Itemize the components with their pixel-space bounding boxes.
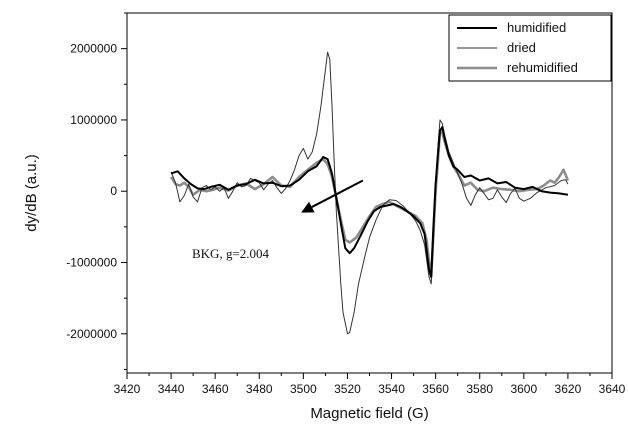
annotation: BKG, g=2.004 xyxy=(192,179,364,261)
y-tick-label: 2000000 xyxy=(70,42,117,56)
y-tick-label: 0 xyxy=(110,184,117,198)
x-tick-label: 3620 xyxy=(555,382,582,396)
y-tick-label: -2000000 xyxy=(66,327,117,341)
x-tick-label: 3520 xyxy=(334,382,361,396)
x-tick-label: 3420 xyxy=(114,382,141,396)
legend-label: rehumidified xyxy=(507,60,578,75)
legend: humidified dried rehumidified xyxy=(448,14,612,82)
series-line-dried xyxy=(170,51,569,335)
y-axis-ticks: -2000000 -1000000 0 1000000 2000000 xyxy=(66,12,127,370)
x-tick-label: 3500 xyxy=(290,382,317,396)
legend-label: dried xyxy=(507,40,536,55)
x-tick-label: 3540 xyxy=(378,382,405,396)
annotation-arrow-head xyxy=(301,201,315,213)
series-line-humidified xyxy=(170,126,569,278)
y-tick-label: 1000000 xyxy=(70,113,117,127)
y-tick-label: -1000000 xyxy=(66,256,117,270)
x-tick-label: 3640 xyxy=(599,382,626,396)
x-tick-label: 3580 xyxy=(466,382,493,396)
annotation-label: BKG, g=2.004 xyxy=(192,246,270,261)
x-tick-label: 3440 xyxy=(158,382,185,396)
x-tick-label: 3480 xyxy=(246,382,273,396)
x-axis-label: Magnetic field (G) xyxy=(310,405,428,422)
legend-label: humidified xyxy=(507,20,566,35)
x-tick-label: 3460 xyxy=(202,382,229,396)
x-tick-label: 3600 xyxy=(510,382,537,396)
x-axis-ticks: 3420 3440 3460 3480 3500 3520 3540 3560 3580 3600… xyxy=(114,373,626,396)
annotation-arrow xyxy=(311,179,364,208)
series-layer xyxy=(169,51,570,335)
x-tick-label: 3560 xyxy=(422,382,449,396)
y-axis-label: dy/dB (a.u.) xyxy=(23,154,40,232)
